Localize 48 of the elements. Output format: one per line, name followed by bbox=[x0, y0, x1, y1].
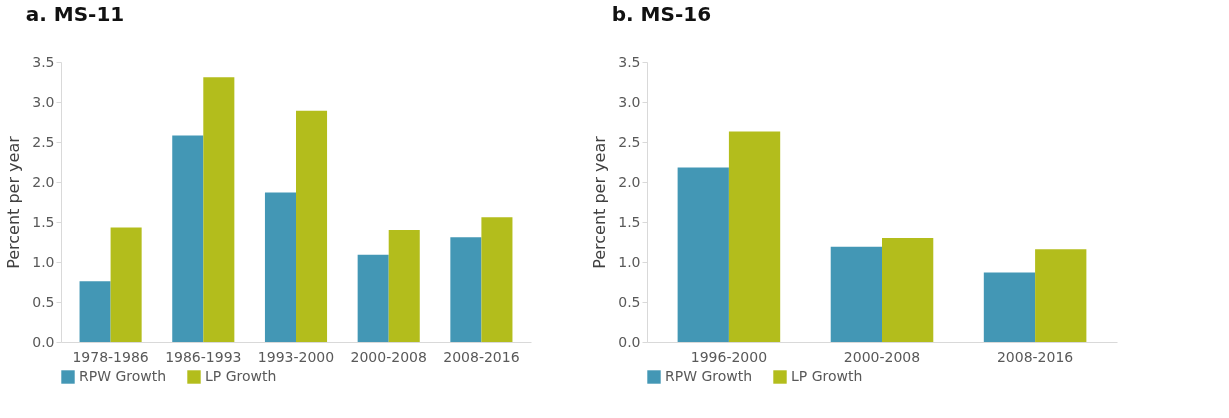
bar bbox=[677, 167, 729, 342]
bar bbox=[357, 254, 389, 342]
bar bbox=[1035, 249, 1087, 342]
y-tick-label: 1.0 bbox=[618, 253, 641, 270]
x-tick-label: 1978-1986 bbox=[72, 348, 149, 365]
y-tick-label: 0.0 bbox=[32, 333, 55, 350]
y-tick-label: 2.0 bbox=[32, 173, 55, 190]
bar bbox=[983, 272, 1036, 342]
legend-label: RPW Growth bbox=[79, 368, 167, 384]
y-tick-label: 2.5 bbox=[32, 133, 55, 150]
y-tick-label: 0.5 bbox=[618, 293, 641, 310]
y-axis-title: Percent per year bbox=[4, 135, 24, 269]
x-tick-label: 1993-2000 bbox=[257, 348, 335, 365]
bar bbox=[388, 230, 420, 342]
x-tick-label: 1996-2000 bbox=[690, 348, 768, 365]
bar bbox=[264, 192, 296, 342]
y-tick-label: 3.0 bbox=[32, 93, 55, 110]
y-tick-label: 2.5 bbox=[618, 133, 641, 150]
y-tick-label: 3.5 bbox=[32, 53, 55, 70]
y-tick-label: 3.0 bbox=[618, 93, 641, 110]
chart-title: b. MS-16 bbox=[611, 2, 712, 26]
y-tick-label: 0.5 bbox=[32, 293, 55, 310]
y-axis-title: Percent per year bbox=[590, 135, 610, 269]
x-tick-label: 1986-1993 bbox=[165, 348, 242, 365]
x-tick-label: 2000-2008 bbox=[350, 348, 427, 365]
x-tick-label: 2008-2016 bbox=[996, 348, 1074, 365]
legend-label: RPW Growth bbox=[665, 368, 753, 384]
bar bbox=[830, 246, 882, 342]
y-tick-label: 2.0 bbox=[618, 173, 641, 190]
legend-label: LP Growth bbox=[205, 368, 277, 384]
bar bbox=[203, 77, 235, 342]
x-tick-label: 2000-2008 bbox=[843, 348, 921, 365]
legend-label: LP Growth bbox=[791, 368, 863, 384]
bar bbox=[728, 131, 781, 342]
bar bbox=[110, 227, 142, 342]
y-tick-label: 1.5 bbox=[32, 213, 55, 230]
y-tick-label: 3.5 bbox=[618, 53, 641, 70]
bar bbox=[882, 238, 934, 342]
chart-title: a. MS-11 bbox=[25, 2, 125, 26]
y-tick-label: 1.0 bbox=[32, 253, 55, 270]
y-tick-label: 0.0 bbox=[618, 333, 641, 350]
bar bbox=[481, 217, 513, 342]
x-tick-label: 2008-2016 bbox=[443, 348, 520, 365]
y-tick-label: 1.5 bbox=[618, 213, 641, 230]
bar bbox=[296, 110, 328, 342]
bar bbox=[79, 281, 111, 342]
bar bbox=[172, 135, 204, 342]
bar bbox=[450, 237, 482, 342]
